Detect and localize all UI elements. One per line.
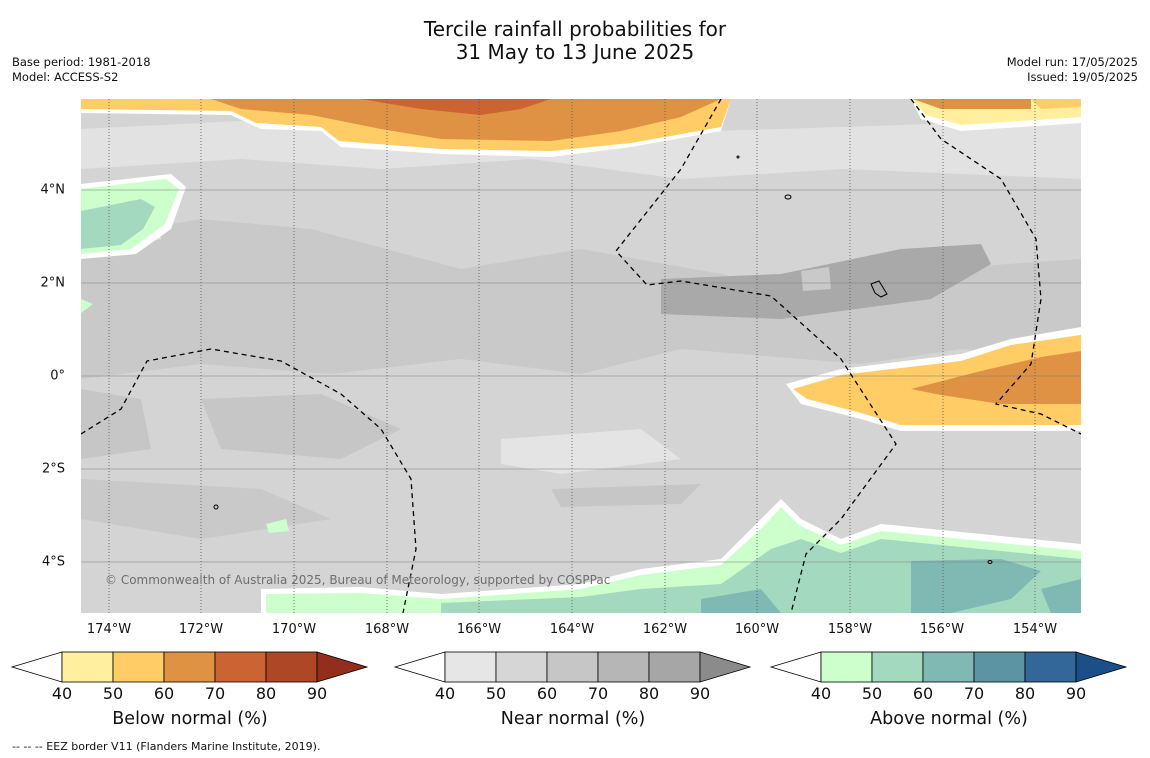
grid-lines (81, 189, 1081, 563)
lon-label: 164°W (549, 622, 595, 637)
near-normal-60-band (81, 219, 1081, 379)
copyright-notice: © Commonwealth of Australia 2025, Bureau… (105, 573, 611, 587)
colorbar-tick-label: 90 (306, 684, 328, 703)
issued-date: Issued: 19/05/2025 (1027, 70, 1138, 84)
above-normal-60-bottom (911, 559, 1041, 613)
below-normal-60-equator (911, 351, 1081, 404)
colorbar-tick-label: 60 (912, 684, 934, 703)
near-normal-colorbar (393, 651, 752, 683)
island-outlines (213, 155, 993, 564)
colorbar-segment (1024, 651, 1077, 683)
lon-label: 154°W (1012, 622, 1058, 637)
colorbar-segment (495, 651, 548, 683)
model-name: Model: ACCESS-S2 (12, 70, 119, 84)
lon-label: 168°W (364, 622, 410, 637)
colorbar-extend-low (10, 651, 63, 683)
lon-label: 174°W (86, 622, 132, 637)
colorbar-segment (597, 651, 650, 683)
colorbar-tick-label: 60 (536, 684, 558, 703)
lon-label: 166°W (456, 622, 502, 637)
above-normal-50-region (81, 199, 155, 249)
colorbar-tick-label: 80 (1014, 684, 1036, 703)
lon-label: 158°W (827, 622, 873, 637)
lon-label: 156°W (919, 622, 965, 637)
colorbar-tick-label: 80 (255, 684, 277, 703)
lon-label: 160°W (734, 622, 780, 637)
colorbar-segment (214, 651, 267, 683)
colorbar-segment (61, 651, 114, 683)
eez-footnote: -- -- -- EEZ border V11 (Flanders Marine… (12, 740, 321, 753)
lat-label: 2°S (41, 461, 65, 477)
colorbar-segment (444, 651, 497, 683)
base-period: Base period: 1981-2018 (12, 55, 151, 69)
colorbar-segment (112, 651, 165, 683)
colorbar-extend-high (1075, 651, 1128, 683)
near-normal-title: Near normal (%) (500, 709, 646, 729)
colorbar-segment (546, 651, 599, 683)
lon-label: 172°W (178, 622, 224, 637)
title-line-2: 31 May to 13 June 2025 (455, 40, 695, 64)
colorbar-tick-label: 90 (1065, 684, 1087, 703)
colorbar-segment (648, 651, 701, 683)
colorbar-tick-label: 40 (434, 684, 456, 703)
meta-left: Base period: 1981-2018 Model: ACCESS-S2 (12, 55, 151, 85)
colorbar-segment (820, 651, 873, 683)
lon-label: 162°W (642, 622, 688, 637)
colorbar-tick-label: 70 (204, 684, 226, 703)
colorbar-tick-label: 80 (638, 684, 660, 703)
title-line-1: Tercile rainfall probabilities for (423, 17, 727, 41)
lat-label: 2°N (40, 275, 66, 291)
map-title: Tercile rainfall probabilities for 31 Ma… (0, 18, 1150, 64)
colorbar-extend-low (769, 651, 822, 683)
colorbar-tick-label: 50 (485, 684, 507, 703)
colorbar-segment (973, 651, 1026, 683)
colorbar-segment (922, 651, 975, 683)
colorbar-extend-high (316, 651, 369, 683)
eez-border-lines (81, 99, 1081, 613)
probability-map (81, 99, 1081, 613)
colorbar-segment (163, 651, 216, 683)
lat-label: 0° (50, 368, 65, 384)
colorbar-tick-label: 40 (51, 684, 73, 703)
colorbar-tick-label: 90 (689, 684, 711, 703)
map-panel (81, 99, 1081, 613)
below-normal-70-region (361, 99, 551, 115)
colorbar-tick-label: 60 (153, 684, 175, 703)
colorbars (10, 651, 1128, 683)
colorbar-segment (871, 651, 924, 683)
lon-label: 170°W (271, 622, 317, 637)
colorbar-tick-label: 70 (587, 684, 609, 703)
colorbar-tick-label: 40 (810, 684, 832, 703)
colorbar-extend-high (699, 651, 752, 683)
near-normal-60-patch (201, 394, 401, 459)
colorbar-tick-label: 50 (861, 684, 883, 703)
colorbar-extend-low (393, 651, 446, 683)
below-normal-title: Below normal (%) (112, 709, 268, 729)
colorbar-tick-label: 50 (102, 684, 124, 703)
lat-label: 4°S (41, 554, 65, 570)
below-normal-colorbar (10, 651, 369, 683)
model-run: Model run: 17/05/2025 (1006, 55, 1138, 69)
meta-right: Model run: 17/05/2025 Issued: 19/05/2025 (1007, 55, 1138, 85)
above-normal-title: Above normal (%) (870, 709, 1028, 729)
colorbar-segment (265, 651, 318, 683)
above-normal-colorbar (769, 651, 1128, 683)
below-normal-60-region (211, 99, 721, 141)
colorbar-tick-label: 70 (963, 684, 985, 703)
lat-label: 4°N (40, 182, 66, 198)
